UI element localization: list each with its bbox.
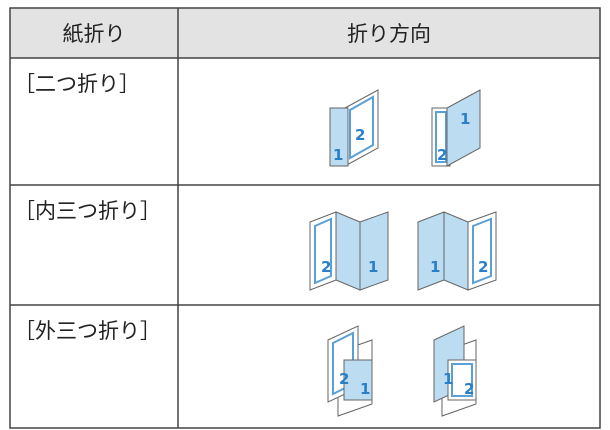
- header-cell: 紙折り: [10, 8, 178, 58]
- page-number: 1: [333, 146, 343, 164]
- page-number: 2: [339, 370, 349, 388]
- page-number: 1: [360, 380, 370, 398]
- row-label: ［二つ折り］: [14, 72, 140, 96]
- page-number: 2: [464, 380, 474, 398]
- page-number: 2: [437, 146, 447, 164]
- page-number: 1: [460, 110, 470, 128]
- page-number: 1: [443, 370, 453, 388]
- page-number: 2: [321, 258, 331, 276]
- header-cell: 折り方向: [178, 8, 600, 58]
- row-label: ［外三つ折り］: [14, 319, 161, 343]
- page-number: 1: [430, 258, 440, 276]
- page-number: 1: [368, 258, 378, 276]
- page-number: 2: [478, 258, 488, 276]
- row-label: ［内三つ折り］: [14, 199, 161, 223]
- page-number: 2: [355, 126, 365, 144]
